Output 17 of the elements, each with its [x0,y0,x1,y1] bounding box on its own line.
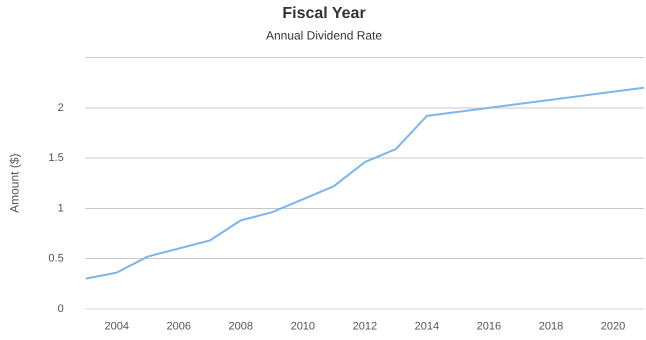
x-tick-label: 2010 [290,320,316,332]
y-tick-label: 2 [58,102,64,114]
x-tick-label: 2004 [104,320,129,332]
y-tick-label: 1.5 [48,152,64,164]
y-tick-label: 1 [58,202,64,214]
y-axis-title: Amount ($) [8,154,22,213]
x-tick-label: 2018 [538,320,564,332]
x-tick-label: 2016 [476,320,502,332]
x-tick-label: 2014 [414,320,440,332]
chart-title: Fiscal Year [282,5,366,22]
y-tick-label: 0 [58,302,64,315]
x-tick-label: 2012 [352,320,378,332]
chart-subtitle: Annual Dividend Rate [266,28,382,43]
y-tick-label: 0.5 [48,252,64,265]
x-tick-label: 2006 [166,320,191,332]
x-tick-label: 2020 [600,320,626,332]
x-tick-label: 2008 [228,320,254,332]
